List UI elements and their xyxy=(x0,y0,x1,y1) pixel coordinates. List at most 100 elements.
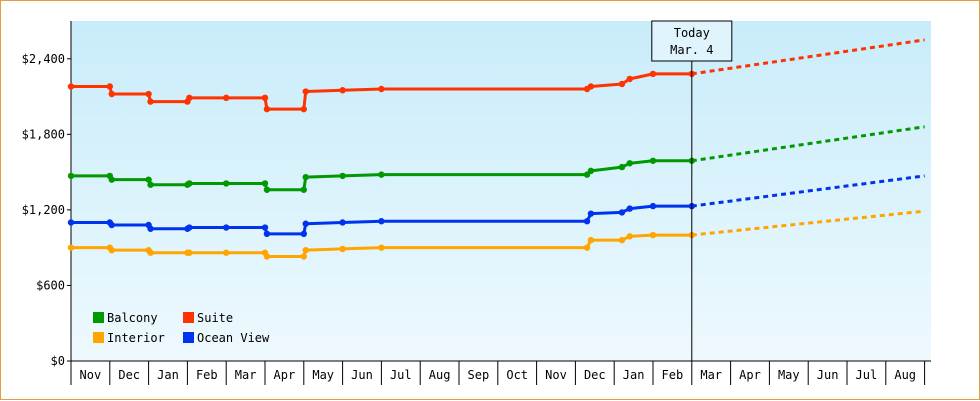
data-point xyxy=(263,186,271,193)
legend: Balcony Suite Interior Ocean View xyxy=(93,311,270,345)
forecast-line xyxy=(691,38,925,76)
y-tick-label: $600 xyxy=(36,278,65,292)
data-point xyxy=(186,249,193,256)
data-point xyxy=(263,230,271,238)
series-ocean-view xyxy=(67,174,925,238)
data-point xyxy=(186,180,193,187)
x-tick-label: Nov xyxy=(80,368,102,382)
x-tick-label: Mar xyxy=(700,368,722,382)
x-tick-label: May xyxy=(312,368,334,382)
legend-swatch xyxy=(93,312,104,323)
data-point xyxy=(618,236,626,244)
x-tick-label: Jul xyxy=(856,368,878,382)
data-point xyxy=(147,225,154,232)
data-point xyxy=(626,205,633,212)
data-point xyxy=(583,244,591,251)
legend-label: Suite xyxy=(197,311,233,325)
x-tick-label: Mar xyxy=(235,368,257,382)
data-point xyxy=(300,105,307,113)
data-point xyxy=(108,246,115,254)
legend-swatch xyxy=(183,332,194,343)
x-tick-label: Jul xyxy=(390,368,412,382)
x-tick-label: Feb xyxy=(196,368,218,382)
data-point xyxy=(378,244,385,251)
data-point xyxy=(145,90,152,98)
data-point xyxy=(302,173,309,181)
data-point xyxy=(302,246,309,254)
data-point xyxy=(587,167,595,175)
data-point xyxy=(649,202,657,210)
data-point xyxy=(302,220,309,227)
y-tick-label: $0 xyxy=(51,354,65,368)
series-balcony xyxy=(67,125,925,193)
x-tick-label: Jun xyxy=(351,368,373,382)
today-date: Mar. 4 xyxy=(670,43,713,57)
series-suite xyxy=(67,38,925,113)
data-point xyxy=(378,171,385,178)
data-point xyxy=(626,233,633,240)
forecast-line xyxy=(691,174,925,208)
x-tick-label: Dec xyxy=(118,368,140,382)
data-point xyxy=(587,83,595,90)
data-point xyxy=(649,231,657,239)
data-point xyxy=(587,210,595,217)
y-tick-label: $2,400 xyxy=(22,52,65,66)
plot-area-background xyxy=(71,21,931,361)
legend-swatch xyxy=(183,312,194,323)
data-point xyxy=(618,80,626,88)
x-tick-label: Apr xyxy=(739,368,761,382)
x-tick-label: Jan xyxy=(623,368,645,382)
data-point xyxy=(67,83,75,90)
data-point xyxy=(302,88,309,95)
x-tick-label: Aug xyxy=(429,368,451,382)
data-point xyxy=(263,105,271,113)
x-tick-label: Oct xyxy=(506,368,528,382)
y-tick-label: $1,800 xyxy=(22,127,65,141)
data-point xyxy=(339,219,346,226)
data-point xyxy=(649,157,657,164)
data-point xyxy=(300,253,307,260)
today-label-box xyxy=(651,20,733,62)
data-point xyxy=(67,219,75,226)
data-point xyxy=(300,230,307,238)
data-point xyxy=(339,87,346,94)
data-point xyxy=(147,98,154,105)
x-axis: Nov Dec Jan Feb Mar Apr May Jun Jul Aug Sep Oct Nov D… xyxy=(70,360,931,385)
data-point xyxy=(587,236,595,244)
x-tick-label: Jun xyxy=(817,368,839,382)
x-tick-label: Apr xyxy=(274,368,296,382)
forecast-line xyxy=(691,209,925,237)
data-point xyxy=(378,85,385,93)
data-point xyxy=(147,249,154,256)
data-point xyxy=(618,209,626,216)
data-point xyxy=(108,176,115,183)
data-point xyxy=(223,94,230,102)
data-point xyxy=(223,180,230,187)
legend-label: Balcony xyxy=(107,311,158,325)
data-point xyxy=(378,218,385,225)
x-tick-label: Jan xyxy=(157,368,179,382)
data-point xyxy=(300,186,307,193)
legend-swatch xyxy=(93,332,104,343)
today-label: Today xyxy=(674,26,710,40)
data-point xyxy=(261,94,269,102)
data-point xyxy=(108,221,115,229)
data-point xyxy=(626,75,633,83)
data-point xyxy=(261,224,269,231)
x-tick-label: Dec xyxy=(584,368,606,382)
data-point xyxy=(145,176,152,183)
data-point xyxy=(339,172,346,180)
data-point xyxy=(649,70,657,78)
data-point xyxy=(67,244,75,251)
data-point xyxy=(626,160,633,167)
x-tick-label: Sep xyxy=(468,368,490,382)
data-point xyxy=(223,249,230,256)
data-point xyxy=(339,245,346,253)
x-tick-label: Feb xyxy=(662,368,684,382)
x-tick-label: May xyxy=(778,368,800,382)
data-point xyxy=(147,181,154,188)
data-point xyxy=(186,94,193,102)
data-point xyxy=(108,90,115,98)
